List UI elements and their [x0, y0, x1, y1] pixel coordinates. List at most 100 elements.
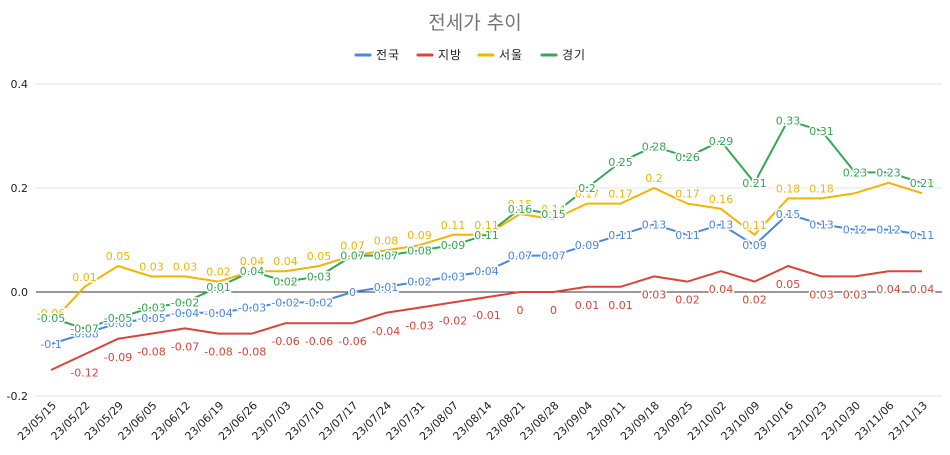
data-label-3: 0.29	[709, 135, 734, 148]
data-label-0: 0.04	[474, 265, 499, 278]
data-label-1: 0.03	[642, 288, 667, 301]
data-label-3: 0.16	[508, 203, 533, 216]
data-label-0: 0.09	[742, 239, 767, 252]
gridlines	[36, 83, 942, 397]
data-label-0: 0.03	[441, 270, 466, 283]
data-label-0: -0.1	[40, 338, 61, 351]
series-line-1	[50, 265, 922, 371]
data-label-3: 0.04	[240, 265, 265, 278]
data-label-2: 0.17	[675, 188, 700, 201]
data-label-2: 0.21	[876, 167, 901, 180]
data-label-0: -0.03	[238, 302, 266, 315]
legend-label-0: 전국	[376, 48, 400, 62]
data-label-3: -0.07	[70, 322, 98, 335]
data-label-1: -0.06	[305, 335, 333, 348]
data-label-2: 0.02	[206, 266, 231, 279]
data-label-0: 0.11	[910, 229, 935, 242]
y-axis: -0.2 0.0 0.2 0.4	[7, 78, 28, 403]
data-label-1: 0.04	[876, 283, 901, 296]
data-label-2: 0.11	[441, 219, 466, 232]
data-label-2: 0.11	[474, 219, 499, 232]
data-label-2: 0.14	[541, 203, 566, 216]
data-label-2: -0.06	[37, 307, 65, 320]
y-tick-label: 0.0	[11, 286, 29, 299]
data-label-0: 0.13	[709, 218, 734, 231]
data-label-1: 0.03	[809, 288, 834, 301]
data-label-0: 0.01	[374, 281, 399, 294]
data-label-1: 0.02	[742, 294, 767, 307]
data-label-0: -0.04	[204, 307, 232, 320]
data-labels: -0.1-0.08-0.06 -0.05 -0.04 -0.04 -0.03 -0.02-…	[35, 113, 935, 381]
data-label-1: 0	[550, 304, 557, 317]
data-label-1: -0.08	[204, 346, 232, 359]
data-label-3: 0.33	[776, 114, 801, 127]
data-label-2: 0.03	[139, 260, 164, 273]
data-label-3: 0.01	[206, 281, 231, 294]
data-label-3: -0.05	[37, 312, 65, 325]
data-label-2: 0.04	[240, 255, 265, 268]
data-label-0: 0.12	[843, 224, 868, 237]
data-label-1: -0.09	[104, 351, 132, 364]
legend-label-1: 지방	[438, 48, 462, 62]
data-label-3: 0.11	[474, 229, 499, 242]
data-label-3: 0.2	[578, 182, 596, 195]
data-label-0: 0.13	[642, 218, 667, 231]
x-axis: 23/05/1523/05/2223/05/2923/06/0523/06/12…	[15, 399, 930, 443]
data-label-0: 0.11	[608, 229, 633, 242]
data-label-3: -0.02	[171, 296, 199, 309]
data-label-1: -0.06	[338, 335, 366, 348]
data-label-1: -0.01	[472, 309, 500, 322]
data-label-0: -0.02	[271, 296, 299, 309]
data-label-1: -0.06	[271, 335, 299, 348]
data-label-1: -0.08	[137, 346, 165, 359]
data-label-0: 0.12	[876, 224, 901, 237]
y-tick-label: -0.2	[7, 390, 28, 403]
data-label-3: 0.02	[273, 276, 298, 289]
data-label-2: 0.11	[742, 219, 767, 232]
data-label-3: 0.28	[642, 140, 667, 153]
data-label-1: -0.08	[238, 346, 266, 359]
y-tick-label: 0.2	[11, 182, 29, 195]
data-label-1: 0.03	[843, 288, 868, 301]
data-label-0: 0.02	[407, 276, 432, 289]
data-label-2: 0.09	[407, 229, 432, 242]
data-label-2: 0.01	[72, 271, 97, 284]
data-label-2: 0.16	[709, 193, 734, 206]
data-label-0: -0.05	[137, 312, 165, 325]
data-label-2: 0.04	[273, 255, 298, 268]
data-label-3: 0.07	[340, 250, 365, 263]
data-label-0: -0.06	[104, 317, 132, 330]
data-label-2: 0.05	[307, 250, 332, 263]
data-label-1: -0.02	[439, 314, 467, 327]
data-label-1: -0.12	[70, 366, 98, 379]
data-label-0: -0.08	[70, 328, 98, 341]
data-label-3: 0.26	[675, 151, 700, 164]
data-label-3: -0.05	[104, 312, 132, 325]
data-label-2: 0.19	[910, 177, 935, 190]
data-label-2: 0.18	[776, 182, 801, 195]
data-label-1: 0.04	[709, 283, 734, 296]
data-label-3: 0.15	[541, 208, 566, 221]
legend-label-2: 서울	[499, 48, 523, 62]
data-label-2: 0.08	[374, 234, 399, 247]
data-label-0: -0.02	[305, 296, 333, 309]
data-label-3: 0.03	[307, 270, 332, 283]
data-label-1: 0.04	[910, 283, 935, 296]
data-label-1: 0.05	[776, 278, 801, 291]
data-label-2: 0.07	[340, 240, 365, 253]
data-label-2: 0.15	[508, 198, 533, 211]
data-label-2: 0.03	[173, 260, 198, 273]
data-label-3: 0.25	[608, 156, 633, 169]
data-label-2: 0.2	[645, 172, 663, 185]
legend-label-3: 경기	[562, 48, 586, 62]
data-label-3: 0.23	[843, 166, 868, 179]
data-label-3: 0.07	[374, 250, 399, 263]
data-label-3: 0.09	[441, 239, 466, 252]
legend: 전국 지방 서울 경기	[354, 48, 586, 62]
data-label-2: 0.17	[608, 188, 633, 201]
data-label-1: 0	[517, 304, 524, 317]
data-label-0: 0.07	[541, 250, 566, 263]
data-label-0: 0.07	[508, 250, 533, 263]
y-tick-label: 0.4	[11, 78, 29, 91]
series-line-0	[50, 213, 923, 345]
